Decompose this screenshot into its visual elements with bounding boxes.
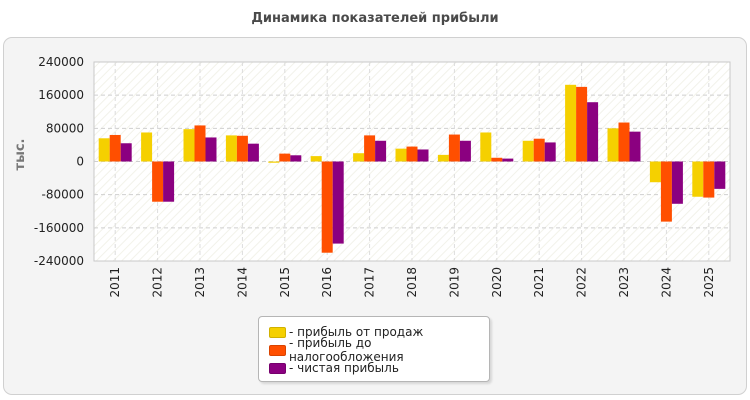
y-tick-label: 0 [76, 155, 84, 169]
bar-2016-s0 [310, 156, 322, 162]
x-tick-label: 2013 [193, 267, 207, 298]
bar-2011-s0 [98, 138, 110, 162]
bar-2024-s1 [660, 161, 672, 222]
x-tick-label: 2017 [363, 267, 377, 298]
bar-2022-s0 [565, 84, 577, 162]
legend-label: - прибыль до налогообложения [288, 336, 404, 364]
x-tick-label: 2019 [447, 267, 461, 298]
y-axis-label: тыс. [13, 139, 28, 171]
y-tick-label: -240000 [34, 254, 84, 268]
bar-2024-s2 [671, 161, 683, 204]
legend-swatch [269, 344, 286, 356]
bar-2019-s1 [448, 134, 460, 162]
x-tick-label: 2012 [151, 267, 165, 298]
y-tick-label: 240000 [38, 55, 84, 69]
bar-2019-s0 [437, 154, 449, 162]
bar-2024-s0 [649, 161, 661, 183]
bar-2014-s1 [236, 135, 248, 162]
x-tick-label: 2015 [278, 267, 292, 298]
bar-2018-s0 [395, 148, 407, 162]
x-tick-label: 2014 [235, 267, 249, 298]
legend-item: - прибыль от продаж [269, 323, 489, 341]
bar-2017-s2 [375, 140, 387, 162]
bars [98, 84, 726, 253]
chart-title: Динамика показателей прибыли [251, 11, 499, 26]
bar-2020-s0 [480, 132, 492, 162]
bar-2013-s0 [183, 129, 195, 162]
bar-2014-s2 [247, 143, 259, 162]
legend-swatch [269, 362, 286, 374]
bar-2013-s1 [194, 125, 206, 162]
bar-2019-s2 [459, 140, 471, 162]
x-tick-label: 2018 [405, 267, 419, 298]
bar-2016-s2 [332, 161, 344, 244]
bar-2021-s0 [522, 140, 534, 162]
bar-2013-s2 [205, 137, 217, 162]
bar-2015-s2 [290, 155, 302, 162]
x-tick-label: 2025 [702, 267, 716, 298]
legend-label: - прибыль от продаж [289, 325, 424, 339]
bar-2023-s0 [607, 128, 619, 162]
y-tick-label: -80000 [41, 188, 84, 202]
bar-2012-s1 [152, 161, 164, 202]
bar-2018-s1 [406, 146, 418, 162]
bar-2015-s0 [268, 161, 280, 163]
y-tick-label: 160000 [38, 88, 84, 102]
x-tick-label: 2023 [617, 267, 631, 298]
x-tick-label: 2011 [108, 267, 122, 298]
bar-2015-s1 [279, 153, 291, 162]
bar-2022-s2 [587, 102, 599, 162]
y-tick-label: 80000 [46, 121, 84, 135]
bar-2022-s1 [576, 86, 588, 162]
legend-item: - прибыль до налогообложения [269, 336, 489, 364]
legend: - прибыль от продаж - прибыль до налогоо… [258, 316, 490, 382]
bar-2017-s1 [364, 135, 376, 162]
legend-label: - чистая прибыль [289, 361, 399, 375]
y-axis-ticks: 240000 160000 80000 0 -80000 -160000 -240000 [34, 55, 84, 268]
bar-2017-s0 [353, 153, 365, 162]
bar-2011-s2 [120, 143, 132, 162]
x-tick-label: 2021 [532, 267, 546, 298]
bar-2023-s2 [629, 131, 641, 162]
bar-2016-s1 [321, 161, 333, 253]
bar-2021-s1 [533, 138, 545, 162]
x-tick-label: 2016 [320, 267, 334, 298]
x-tick-label: 2020 [490, 267, 504, 298]
x-tick-label: 2022 [575, 267, 589, 298]
x-tick-label: 2024 [659, 267, 673, 298]
bar-2012-s0 [141, 132, 153, 162]
bar-2023-s1 [618, 122, 630, 162]
bar-2020-s1 [491, 157, 503, 162]
x-axis-ticks: 2011 2012 2013 2014 2015 2016 2017 2018 2019 2020… [108, 267, 716, 298]
y-tick-label: -160000 [34, 221, 84, 235]
bar-2020-s2 [502, 158, 514, 162]
bar-2021-s2 [544, 142, 556, 162]
bar-2025-s2 [714, 161, 726, 189]
bar-2012-s2 [163, 161, 175, 202]
bar-2014-s0 [225, 135, 237, 162]
legend-item: - чистая прибыль [269, 359, 489, 377]
bar-2018-s2 [417, 149, 429, 162]
legend-swatch [269, 326, 286, 338]
bar-2025-s0 [692, 161, 704, 197]
bar-2025-s1 [703, 161, 715, 198]
bar-2011-s1 [109, 134, 121, 162]
